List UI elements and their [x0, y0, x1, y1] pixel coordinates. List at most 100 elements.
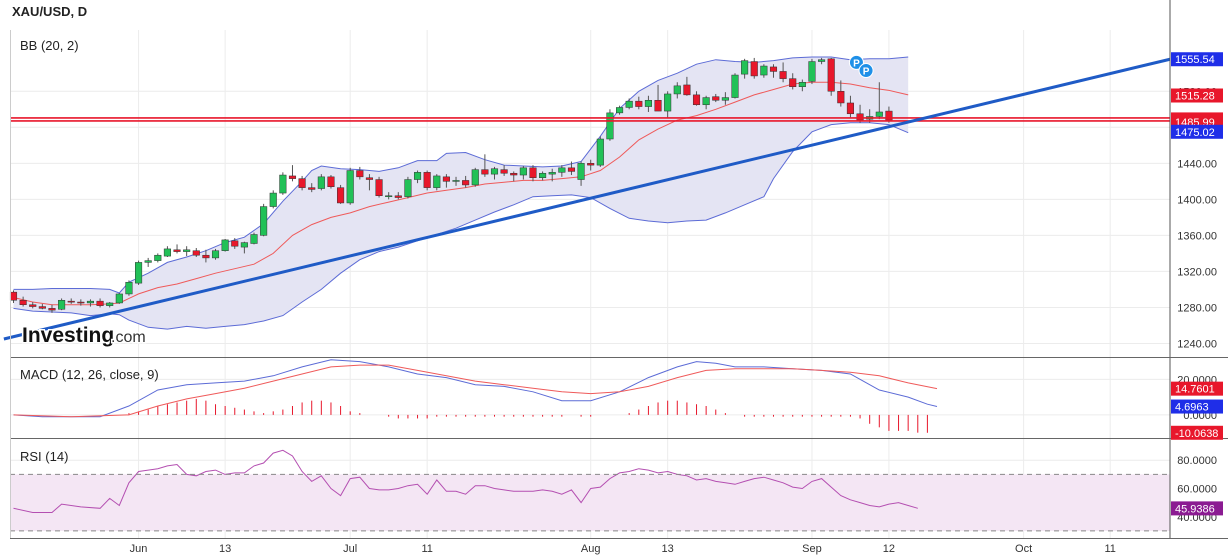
time-tick-label: Aug — [581, 543, 601, 555]
candle-body — [452, 180, 460, 182]
candle-body — [365, 177, 373, 180]
candle-body — [769, 66, 778, 72]
candle-body — [692, 94, 701, 106]
value-tag-label: 45.9386 — [1175, 503, 1215, 515]
p-marker-label: P — [853, 58, 860, 69]
value-tag-box — [1171, 399, 1223, 414]
candle-body — [885, 110, 893, 121]
candle-body — [67, 300, 75, 303]
candle-body — [433, 175, 441, 188]
time-tick-label: 11 — [1104, 543, 1115, 555]
rsi-panel[interactable] — [10, 449, 1170, 532]
candle-body — [731, 74, 739, 98]
candle-body — [481, 169, 489, 175]
value-tag-box — [1171, 52, 1223, 67]
candle-body — [721, 97, 729, 101]
rsi-line — [13, 449, 918, 513]
candle-body — [221, 239, 229, 251]
candle-body — [644, 100, 652, 107]
candle-body — [115, 293, 123, 304]
candle-body — [317, 176, 325, 189]
bollinger-lower-line — [13, 122, 909, 330]
trend-line[interactable] — [3, 57, 1171, 341]
candle-body — [827, 58, 835, 92]
candle-body — [490, 168, 499, 175]
rsi-band-fill — [10, 474, 1170, 531]
bollinger-basis-line — [13, 81, 909, 306]
candle-body — [567, 167, 576, 172]
candle-body — [664, 93, 672, 112]
candle-body — [837, 91, 845, 104]
candle-body — [750, 61, 758, 77]
value-tag-box — [1171, 124, 1223, 139]
price-tick-label: 1280.00 — [1177, 302, 1217, 314]
candle-body — [183, 249, 191, 252]
investing-logo: Investing .com — [21, 323, 148, 349]
macd-panel[interactable] — [13, 359, 938, 433]
candle-body — [606, 112, 614, 140]
candle-body — [202, 254, 210, 259]
candle-body — [779, 71, 787, 79]
candle-body — [616, 107, 624, 114]
candle-body — [231, 240, 239, 247]
candle-body — [48, 308, 56, 311]
bb-indicator-label[interactable]: BB (20, 2) — [20, 38, 79, 53]
time-tick-label: Jun — [130, 543, 148, 555]
p-markers[interactable]: PP — [848, 54, 874, 79]
rsi-indicator-label[interactable]: RSI (14) — [20, 449, 68, 464]
candle-body — [510, 172, 518, 176]
rsi-tick-label: 60.0000 — [1177, 484, 1217, 496]
candle-body — [558, 167, 566, 173]
price-tick-label: 1240.00 — [1177, 338, 1217, 350]
p-marker — [848, 54, 864, 70]
candle-body — [58, 299, 66, 310]
logo-brand: Investing — [22, 324, 114, 347]
time-tick-label: 12 — [883, 543, 895, 555]
candle-body — [539, 172, 547, 178]
candle-body — [587, 163, 595, 166]
candle-body — [298, 178, 306, 188]
chart-title: XAU/USD, D — [12, 4, 87, 19]
candle-body — [789, 78, 797, 88]
candle-body — [404, 179, 412, 197]
value-tag-label: 1515.28 — [1175, 91, 1215, 103]
time-tick-label: 13 — [662, 543, 674, 555]
value-tag-box — [1171, 381, 1223, 396]
price-tags: 1555.541515.281488.741485.991475.0214.76… — [1171, 52, 1223, 516]
candle-body — [356, 170, 364, 178]
candle-body — [760, 65, 768, 76]
candle-body — [211, 250, 220, 259]
candle-body — [673, 85, 681, 95]
candle-body — [144, 260, 152, 263]
candle-body — [125, 281, 133, 295]
p-marker-label: P — [863, 67, 870, 78]
candle-body — [240, 242, 248, 248]
candle-body — [529, 167, 537, 178]
p-marker — [858, 63, 874, 79]
candle-body — [394, 195, 402, 198]
horizontal-support-line[interactable] — [10, 117, 1170, 122]
candle-body — [337, 187, 345, 204]
candle-body — [798, 81, 806, 88]
candle-body — [741, 60, 749, 75]
candle-body — [173, 249, 181, 252]
candle-body — [135, 262, 143, 284]
candle-body — [856, 113, 864, 121]
time-tick-label: Jul — [343, 543, 357, 555]
candle-body — [250, 234, 258, 244]
price-tick-label: 1400.00 — [1177, 194, 1217, 206]
candle-body — [163, 248, 171, 257]
price-panel[interactable]: PP — [3, 54, 1171, 341]
candle-body — [548, 172, 556, 175]
macd-indicator-label[interactable]: MACD (12, 26, close, 9) — [20, 367, 159, 382]
candle-body — [654, 100, 662, 112]
candle-body — [9, 291, 18, 301]
time-axis: Jun 13 Jul 11 Aug 13 Sep 12 Oct 11 — [130, 543, 1116, 555]
price-tick-label: 1320.00 — [1177, 266, 1217, 278]
candle-body — [106, 302, 114, 306]
candle-body — [38, 306, 46, 309]
macd-histogram — [128, 398, 928, 433]
candle-body — [385, 195, 393, 198]
candle-body — [154, 254, 162, 261]
